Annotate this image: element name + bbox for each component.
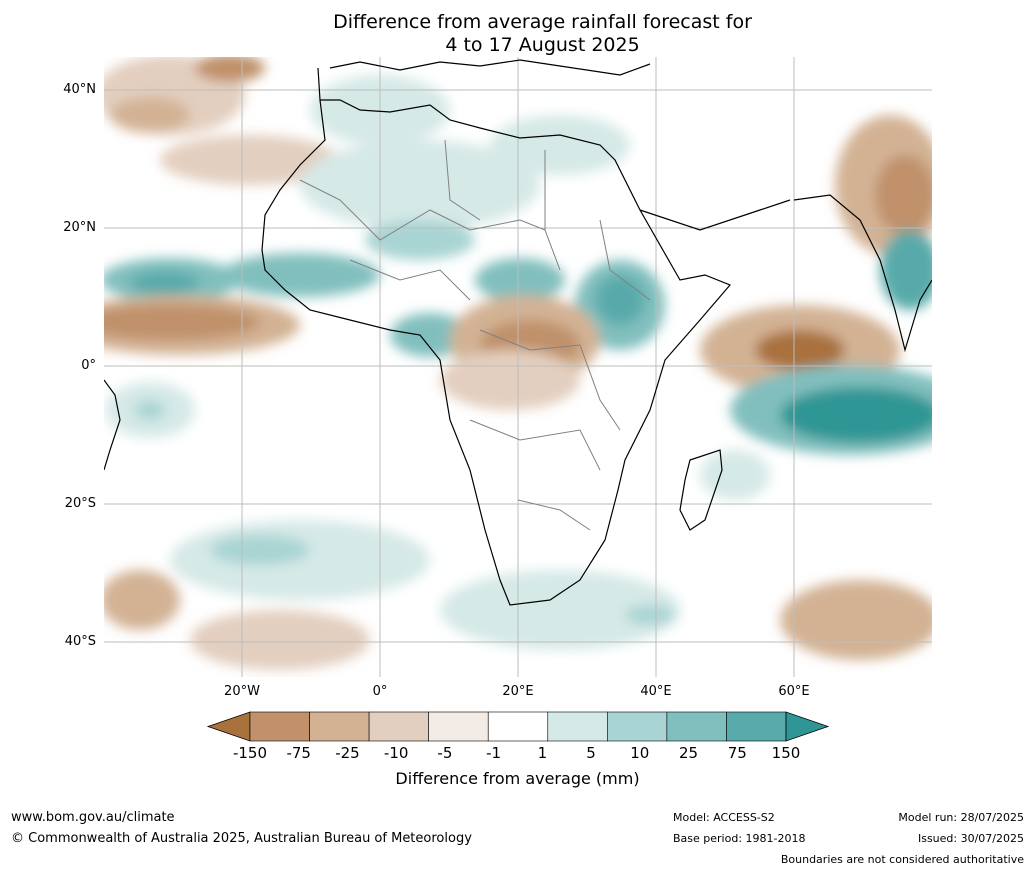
anomaly-region [195,57,265,82]
anomaly-region [880,230,932,310]
coastlines [104,59,932,606]
colorbar-tick-label: -1 [486,744,502,762]
footer-copyright: © Commonwealth of Australia 2025, Austra… [11,831,472,846]
colorbar-swatch [428,711,489,742]
lat-label-20n: 20°N [63,220,96,235]
anomaly-region [220,253,380,297]
anomaly-region [104,570,180,630]
colorbar-tick-label: -25 [335,744,360,762]
anomaly-region [595,275,645,325]
footer-model: Model: ACCESS-S2 [673,811,775,824]
anomaly-region [755,330,845,370]
anomaly-region [110,97,190,133]
colorbar-tick-label: 10 [630,744,650,762]
footer-website: www.bom.gov.au/climate [11,810,175,825]
anomaly-region [104,304,260,340]
colorbar-tick-label: -5 [437,744,453,762]
anomaly-region [625,605,675,625]
anomaly-region [780,580,932,660]
anomaly-region [475,258,565,302]
colorbar-tick-label: 5 [586,744,596,762]
footer-base-period: Base period: 1981-2018 [673,832,806,845]
anomaly-region [700,450,770,500]
lat-label-20s: 20°S [64,496,96,511]
lon-label-20w: 20°W [224,684,260,699]
anomaly-region [190,610,370,670]
graticule [104,57,932,677]
colorbar-tick-label: -10 [383,744,409,762]
map-title-line1: Difference from average rainfall forecas… [333,11,752,33]
anomaly-region [780,387,932,443]
lon-label-60e: 60°E [778,684,810,699]
anomaly-region [160,135,340,185]
anomaly-fields [104,57,932,677]
anomaly-region [210,535,310,565]
map-title-line2: 4 to 17 August 2025 [445,34,640,56]
lon-label-0: 0° [372,684,388,699]
footer-issued: Issued: 30/07/2025 [917,832,1024,845]
colorbar-extend-high [785,711,830,742]
colorbar-swatch [487,711,549,742]
anomaly-region [440,350,580,410]
lat-label-40n: 40°N [63,82,96,97]
country-borders [299,139,651,531]
lat-label-0: 0° [81,358,96,373]
lat-label-40s: 40°S [64,634,96,649]
colorbar-tick-label: 150 [771,744,801,762]
colorbar-swatch [726,711,787,742]
colorbar-swatch [309,711,370,742]
colorbar-tick-label: 1 [537,744,548,762]
colorbar-swatch [547,711,608,742]
colorbar-extend-low [206,711,251,742]
colorbar-swatch [666,711,727,742]
anomaly-region [130,271,200,295]
colorbar-tick-label: 75 [727,744,747,762]
colorbar-swatch [607,711,668,742]
anomaly-region [300,140,540,230]
anomaly-region [390,313,470,357]
anomaly-region [490,115,630,175]
colorbar-swatch [368,711,429,742]
anomaly-region [875,155,932,235]
anomaly-region [365,220,475,260]
footer-model-run: Model run: 28/07/2025 [898,811,1024,824]
lon-label-40e: 40°E [640,684,672,699]
colorbar-label: Difference from average (mm) [395,769,640,788]
anomaly-region [135,400,165,420]
colorbar-tick-label: -75 [286,744,311,762]
colorbar-tick-label: -150 [232,744,268,762]
colorbar-tick-label: 25 [678,744,699,762]
anomaly-region [440,570,680,650]
footer-disclaimer: Boundaries are not considered authoritat… [780,853,1024,866]
colorbar-swatch [249,711,310,742]
lon-label-20e: 20°E [502,684,534,699]
